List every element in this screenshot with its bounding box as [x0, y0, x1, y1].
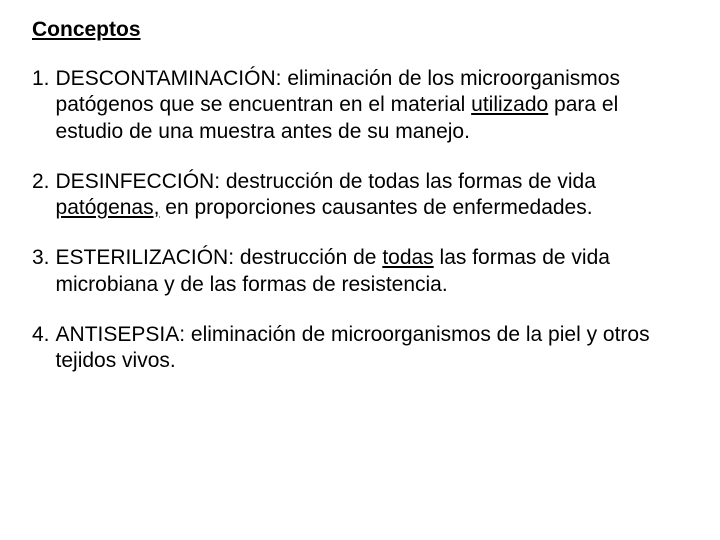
item-term: DESCONTAMINACIÓN: [56, 67, 276, 90]
item-number: 4.: [32, 322, 56, 375]
item-underlined: todas: [382, 246, 433, 269]
item-body: ESTERILIZACIÓN: destrucción de todas las…: [56, 245, 688, 298]
item-def-pre: destrucción de todas las formas de vida: [226, 170, 596, 193]
item-sep: :: [228, 246, 240, 269]
item-body: ANTISEPSIA: eliminación de microorganism…: [56, 322, 688, 375]
item-sep: :: [179, 323, 191, 346]
item-term: ESTERILIZACIÓN: [56, 246, 229, 269]
item-sep: :: [214, 170, 226, 193]
item-number: 2.: [32, 169, 56, 222]
item-underlined: patógenas,: [56, 196, 160, 219]
item-def-post: en proporciones causantes de enfermedade…: [159, 196, 592, 219]
item-number: 3.: [32, 245, 56, 298]
item-term: DESINFECCIÓN: [56, 170, 215, 193]
item-term: ANTISEPSIA: [56, 323, 180, 346]
list-item: 4. ANTISEPSIA: eliminación de microorgan…: [32, 322, 688, 375]
section-title: Conceptos: [32, 18, 688, 42]
item-body: DESCONTAMINACIÓN: eliminación de los mic…: [56, 66, 688, 145]
item-def-pre: destrucción de: [240, 246, 382, 269]
item-body: DESINFECCIÓN: destrucción de todas las f…: [56, 169, 688, 222]
item-underlined: utilizado: [471, 93, 548, 116]
item-sep: :: [276, 67, 288, 90]
list-item: 3. ESTERILIZACIÓN: destrucción de todas …: [32, 245, 688, 298]
item-number: 1.: [32, 66, 56, 145]
list-item: 1. DESCONTAMINACIÓN: eliminación de los …: [32, 66, 688, 145]
list-item: 2. DESINFECCIÓN: destrucción de todas la…: [32, 169, 688, 222]
